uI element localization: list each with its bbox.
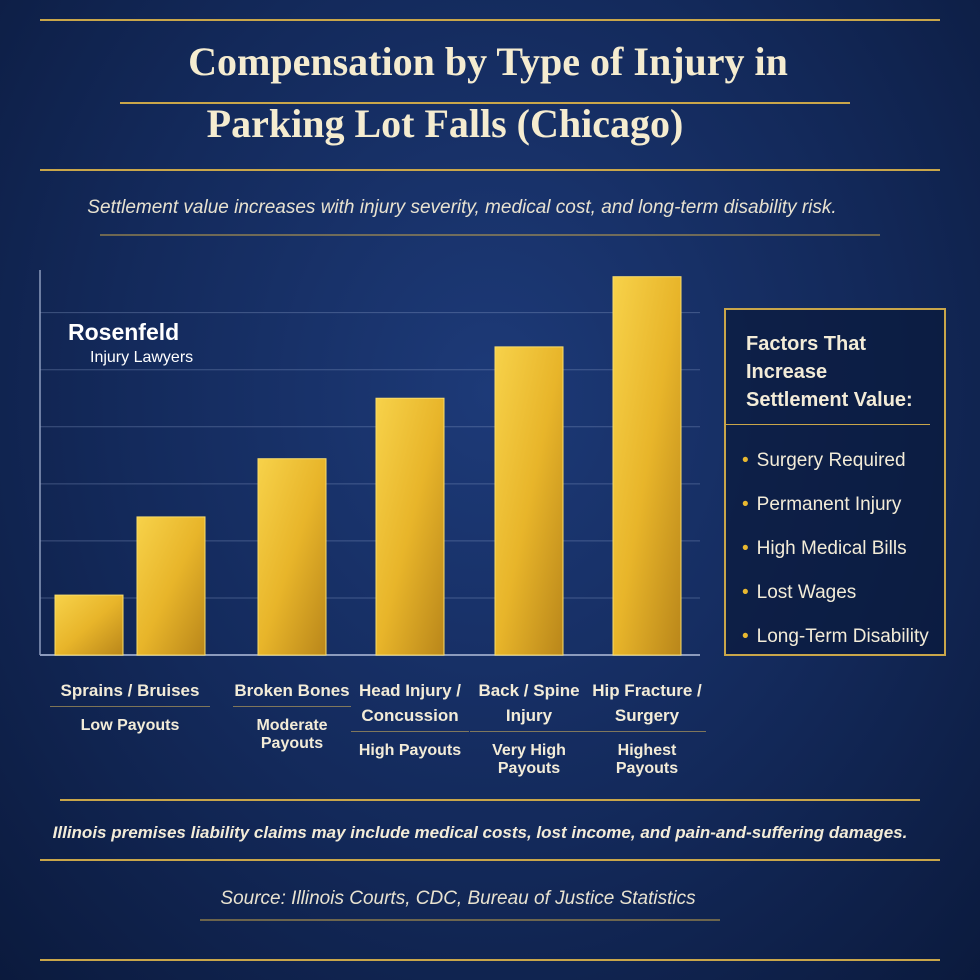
x-tick-label: Head Injury / Concussion [351,678,469,732]
dividers [40,19,940,961]
bar [494,346,564,656]
payout-label: High Payouts [358,742,462,759]
source: Source: Illinois Courts, CDC, Bureau of … [220,888,696,909]
x-tick-label: Hip Fracture / Surgery [588,678,706,732]
factors-box: Factors That Increase Settlement Value: … [724,308,946,656]
x-tick-label: Back / Spine Injury [470,678,588,732]
factor-item: Surgery Required [742,439,944,483]
payout-label: Very High Payouts [492,742,566,777]
factor-item: High Medical Bills [742,527,944,571]
payout-label: Moderate Payouts [256,717,328,752]
title-line: Parking Lot Falls (Chicago) [207,101,684,146]
bar [54,594,124,656]
payout-label: Highest Payouts [615,742,679,777]
factor-item: Long-Term Disability [742,615,944,659]
bar [375,397,445,656]
category-column: Hip Fracture / Surgery Highest Payouts [588,678,706,778]
category-column: Sprains / Bruises Low Payouts [50,678,210,735]
category-column: Back / Spine Injury Very High Payouts [470,678,588,778]
subtitle: Settlement value increases with injury s… [87,197,836,218]
category-column: Broken Bones Moderate Payouts [233,678,351,753]
factor-item: Permanent Injury [742,483,944,527]
logo-name: Rosenfeld [68,319,179,345]
category-column: Head Injury / Concussion High Payouts [351,678,469,760]
x-tick-label: Sprains / Bruises [50,678,210,707]
bar [612,276,682,656]
payout-label: Low Payouts [80,717,180,734]
note: Illinois premises liability claims may i… [53,823,908,842]
logo-tagline: Injury Lawyers [90,349,193,366]
title-line: Compensation by Type of Injury in [188,39,788,84]
factor-item: Lost Wages [742,571,944,615]
bar [136,516,206,656]
bar [257,458,327,656]
x-tick-label: Broken Bones [233,678,351,707]
factors-list: Surgery RequiredPermanent InjuryHigh Med… [726,439,944,659]
factors-title: Factors That Increase Settlement Value: [726,310,930,425]
